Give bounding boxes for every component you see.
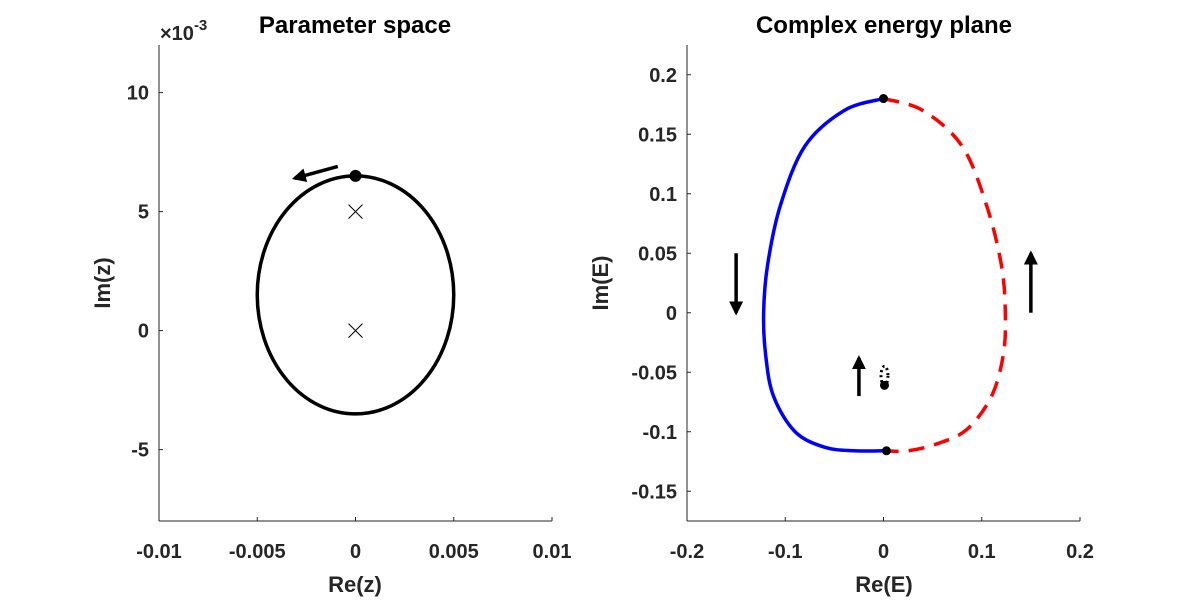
y-tick-label: -0.05 — [631, 362, 677, 384]
complex-energy-plot-area — [729, 94, 1038, 456]
y-tick-label: 0.05 — [638, 243, 677, 265]
complex-energy-y-label: Im(E) — [588, 256, 613, 311]
eigenvalue-point — [881, 446, 891, 456]
blue-solid-branch — [761, 96, 885, 453]
y-tick-label: 0.15 — [638, 124, 677, 146]
y-tick-label: 0 — [138, 321, 149, 343]
parameter-space-plot-area — [255, 164, 456, 416]
exceptional-point-marker — [348, 323, 363, 338]
x-tick-label: 0.1 — [968, 541, 996, 563]
y-tick-label: 5 — [138, 202, 149, 224]
y-tick-label: 10 — [127, 83, 149, 105]
x-tick-label: -0.2 — [670, 541, 704, 563]
eigenvalue-point — [879, 94, 888, 104]
y-exponent-base: ×10 — [160, 23, 194, 45]
parameter-space-x-label: Re(z) — [328, 572, 382, 597]
y-exponent-power: -3 — [194, 17, 207, 34]
parameter-space-panel: -0.01 -0.005 0 0.005 0.01 -5 0 5 10 Parameter sp… — [90, 12, 571, 597]
y-tick-label: -5 — [131, 440, 149, 462]
y-tick-label: 0.1 — [649, 184, 677, 206]
eigenvalue-point — [879, 380, 889, 390]
exceptional-point-marker — [348, 204, 363, 219]
y-tick-label: 0 — [666, 303, 677, 325]
parameter-space-title: Parameter space — [259, 12, 451, 39]
complex-energy-x-label: Re(E) — [855, 572, 912, 597]
x-tick-label: 0.2 — [1066, 541, 1094, 563]
complex-energy-panel: -0.2 -0.1 0 0.1 0.2 -0.15 -0.1 -0.05 0 0.05 0.1 0.1… — [588, 12, 1094, 597]
x-tick-label: 0 — [878, 541, 889, 563]
x-tick-label: 0.01 — [533, 541, 572, 563]
parameter-space-y-label: Im(z) — [90, 257, 115, 308]
y-tick-label: -0.1 — [643, 422, 677, 444]
parameter-space-y-exponent: ×10-3 — [160, 17, 207, 45]
x-tick-label: -0.1 — [768, 541, 802, 563]
y-tick-label: 0.2 — [649, 65, 677, 87]
parameter-space-ticks: -0.01 -0.005 0 0.005 0.01 -5 0 5 10 — [127, 83, 572, 563]
y-tick-label: -0.15 — [631, 481, 677, 503]
complex-energy-title: Complex energy plane — [756, 12, 1012, 39]
x-tick-label: -0.01 — [136, 541, 182, 563]
x-tick-label: 0.005 — [429, 541, 479, 563]
red-dashed-branch — [882, 96, 1008, 454]
loop-start-point — [349, 169, 362, 182]
x-tick-label: 0 — [350, 541, 361, 563]
loop-direction-arrow — [291, 164, 339, 183]
x-tick-label: -0.005 — [229, 541, 286, 563]
complex-energy-ticks: -0.2 -0.1 0 0.1 0.2 -0.15 -0.1 -0.05 0 0.05 0.1 0.1… — [631, 65, 1094, 563]
